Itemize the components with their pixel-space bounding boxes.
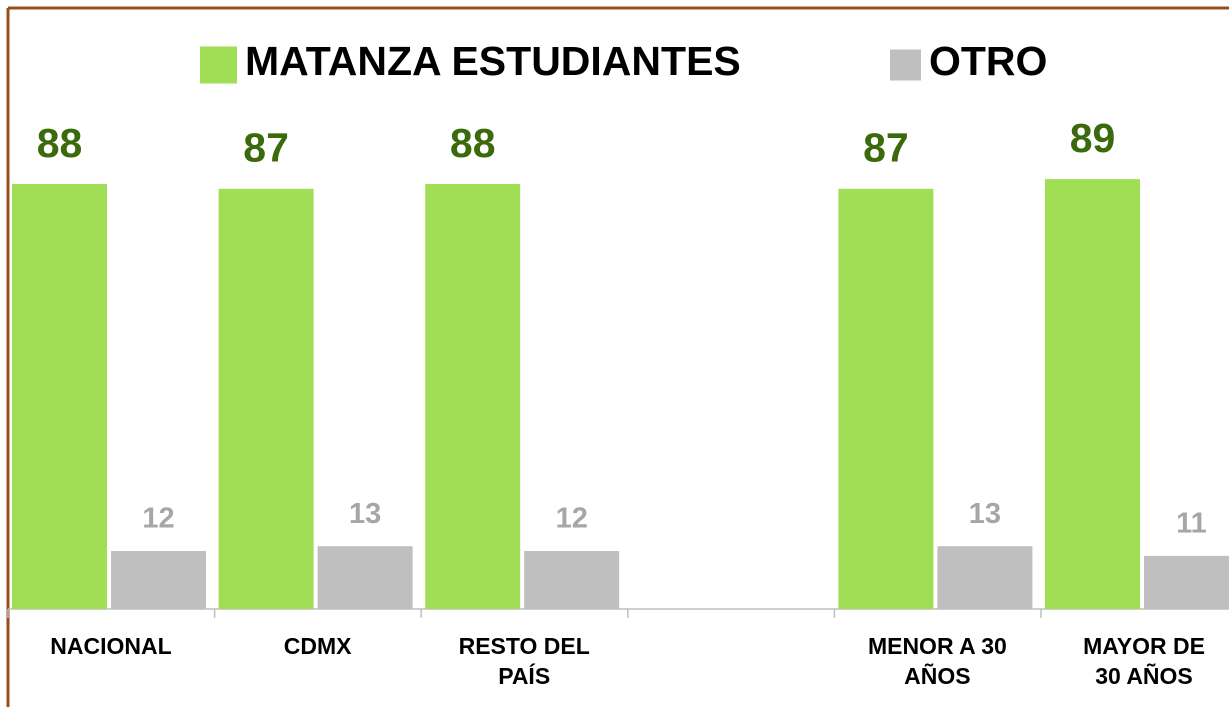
bar xyxy=(524,551,620,609)
x-tick-label: MENOR A 30 AÑOS xyxy=(867,633,1007,689)
x-tick-label: CDMX xyxy=(283,633,352,659)
bar xyxy=(425,183,521,609)
value-label: 87 xyxy=(243,125,289,171)
value-label: 87 xyxy=(863,125,909,171)
x-tick-label: NACIONAL xyxy=(50,633,172,659)
bar xyxy=(111,551,206,609)
bar xyxy=(838,188,934,610)
legend-swatch xyxy=(200,46,237,84)
bar xyxy=(12,183,107,609)
bar xyxy=(1045,179,1140,609)
x-tick-label: MAYOR DE 30 AÑOS xyxy=(1083,633,1205,689)
value-label: 11 xyxy=(1176,508,1207,540)
value-label: 89 xyxy=(1070,115,1116,161)
bar xyxy=(218,188,314,610)
value-label: 13 xyxy=(969,498,1001,530)
bar xyxy=(317,546,413,609)
value-label: 88 xyxy=(450,120,496,166)
legend-label: OTRO xyxy=(929,38,1047,84)
legend-label: MATANZA ESTUDIANTES xyxy=(245,38,741,84)
value-label: 12 xyxy=(142,503,174,535)
value-label: 13 xyxy=(349,498,381,530)
legend-swatch xyxy=(890,49,921,81)
value-label: 88 xyxy=(37,120,83,166)
value-label: 12 xyxy=(556,503,588,535)
x-tick-label: RESTO DEL PAÍS xyxy=(458,633,590,689)
bar xyxy=(1144,555,1229,609)
bar xyxy=(937,546,1033,609)
